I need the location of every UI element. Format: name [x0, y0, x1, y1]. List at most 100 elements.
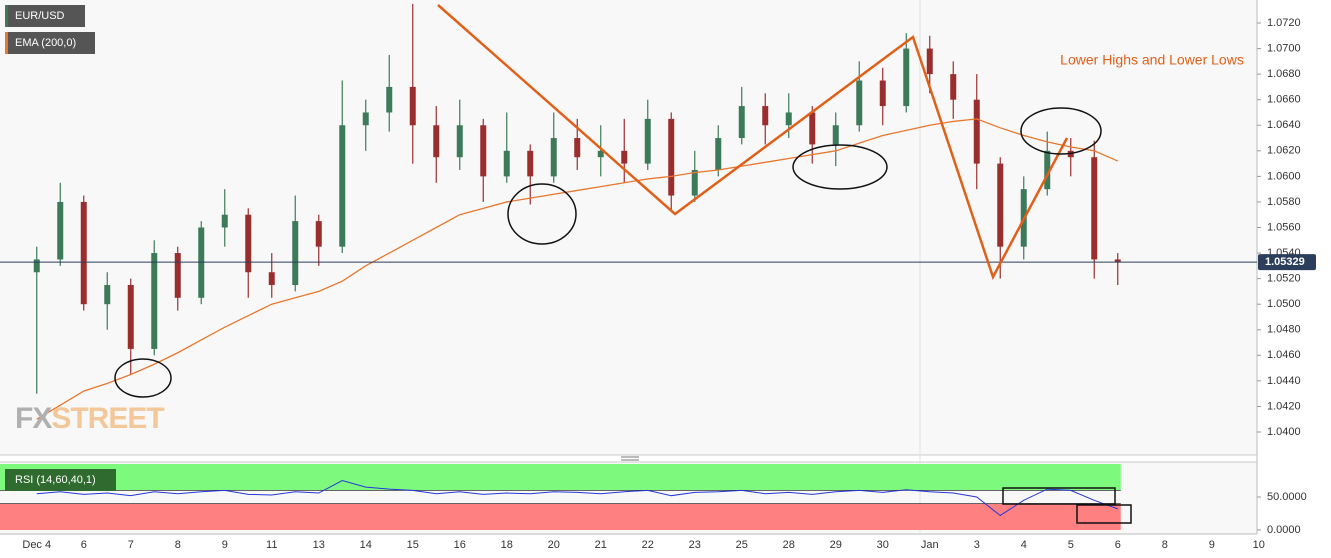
candle-body	[174, 253, 181, 298]
legend-box	[5, 5, 85, 27]
trend-zigzag	[437, 4, 1069, 281]
candle-body	[33, 259, 40, 273]
candle-body	[621, 150, 628, 164]
rsi-line	[36, 479, 1118, 517]
circle-annotation	[507, 183, 577, 245]
x-tick-label: 8	[175, 539, 181, 551]
candle-body	[57, 201, 64, 260]
circle-annotation	[114, 358, 172, 398]
y-tick-label: 1.0720	[1267, 17, 1301, 29]
y-tick-label: 50.0000	[1267, 491, 1307, 503]
y-tick-label: 1.0520	[1267, 273, 1301, 285]
candle-body	[221, 214, 228, 228]
watermark: FXSTREET	[15, 402, 164, 435]
legend-swatch	[5, 32, 8, 54]
candle-body	[503, 150, 510, 177]
x-tick-label: Dec 4	[22, 539, 51, 551]
candle-body	[879, 80, 886, 107]
candle-body	[903, 48, 910, 107]
circle-annotation	[1020, 107, 1102, 155]
x-tick-label: 23	[689, 539, 701, 551]
candle-body	[973, 99, 980, 164]
x-tick-label: 20	[548, 539, 560, 551]
candle-body	[151, 253, 158, 349]
candle-body	[574, 138, 581, 158]
x-tick-label: 6	[1115, 539, 1121, 551]
last-price-badge	[1258, 254, 1316, 271]
candle-body	[198, 227, 205, 298]
candle-body	[1044, 150, 1051, 190]
candle-body	[550, 138, 557, 177]
candle-body	[832, 125, 839, 145]
candle-body	[433, 125, 440, 158]
legend-box	[5, 32, 95, 54]
y-tick-label: 1.0440	[1267, 375, 1301, 387]
x-tick-label: 7	[128, 539, 134, 551]
circle-annotation	[792, 144, 888, 190]
y-tick-label: 1.0580	[1267, 196, 1301, 208]
x-tick-label: 28	[783, 539, 795, 551]
annotation: Lower Highs and Lower Lows	[1060, 52, 1244, 68]
y-tick-label: 1.0680	[1267, 68, 1301, 80]
candle-body	[315, 221, 322, 247]
y-tick-label: 1.0640	[1267, 119, 1301, 131]
x-tick-label: 9	[1209, 539, 1215, 551]
candle-body	[1091, 157, 1098, 260]
x-tick-label: 15	[407, 539, 419, 551]
candle-body	[80, 201, 87, 305]
candle-body	[362, 112, 369, 126]
legend-label: EMA (200,0)	[15, 37, 76, 49]
x-tick-label: 10	[1253, 539, 1265, 551]
y-tick-label: 1.0420	[1267, 400, 1301, 412]
x-tick-label: 21	[595, 539, 607, 551]
x-tick-label: 11	[266, 539, 277, 551]
watermark-street: STREET	[51, 402, 164, 435]
candle-body	[644, 118, 651, 164]
candle-body	[127, 285, 134, 349]
candle-body	[691, 169, 698, 196]
candle-body	[480, 125, 487, 177]
candle-body	[386, 86, 393, 113]
x-tick-label: 4	[1021, 539, 1027, 551]
y-tick-label: 1.0600	[1267, 170, 1301, 182]
watermark-fx: FX	[15, 402, 52, 435]
y-tick-label: 1.0660	[1267, 94, 1301, 106]
candle-body	[785, 112, 792, 126]
lower-zone	[0, 503, 1121, 530]
x-tick-label: 9	[222, 539, 228, 551]
candle-body	[856, 80, 863, 126]
y-tick-label: 1.0460	[1267, 349, 1301, 361]
last-price-label: 1.05329	[1265, 256, 1305, 268]
candle-body	[292, 221, 299, 286]
candle-body	[762, 106, 769, 126]
legend-swatch	[5, 5, 8, 27]
candle-body	[245, 214, 252, 273]
x-tick-label: 22	[642, 539, 654, 551]
candle-body	[809, 112, 816, 145]
y-tick-label: 1.0480	[1267, 324, 1301, 336]
candle-body	[997, 163, 1004, 247]
candle-body	[339, 125, 346, 247]
price-pane	[0, 0, 1257, 455]
candle-body	[715, 138, 722, 170]
candle-body	[527, 150, 534, 177]
candle-body	[668, 118, 675, 196]
y-tick-label: 1.0700	[1267, 42, 1301, 54]
candle-body	[950, 74, 957, 100]
y-tick-label: 1.0500	[1267, 298, 1301, 310]
x-tick-label: 29	[830, 539, 842, 551]
legend-label: RSI (14,60,40,1)	[15, 474, 96, 486]
candle-body	[409, 86, 416, 126]
y-tick-label: 1.0400	[1267, 426, 1301, 438]
candle-body	[926, 48, 933, 75]
x-tick-label: Jan	[921, 539, 939, 551]
candle-body	[1114, 259, 1121, 263]
x-tick-label: 8	[1162, 539, 1168, 551]
x-tick-label: 25	[736, 539, 748, 551]
x-tick-label: 6	[81, 539, 87, 551]
candle-body	[456, 125, 463, 158]
y-tick-label: 1.0620	[1267, 145, 1301, 157]
marks: Dec 4 6 7 8 9 11 13 14 15 16 18 20 21 22 23 25 28 29 30 Jan…	[0, 3, 1316, 551]
candle-body	[268, 272, 275, 286]
